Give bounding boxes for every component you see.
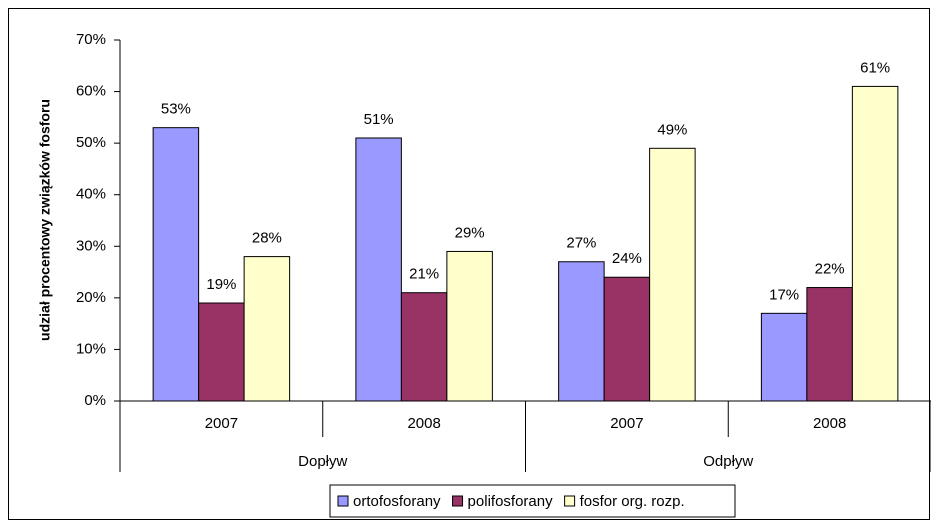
bar <box>400 292 448 402</box>
y-tick-label: 30% <box>76 237 106 254</box>
bar <box>198 302 245 402</box>
bar <box>355 137 402 402</box>
y-tick-label: 10% <box>76 340 106 357</box>
data-label: 21% <box>409 266 439 283</box>
bar <box>558 261 605 402</box>
data-label: 24% <box>612 250 642 267</box>
bar <box>603 276 651 402</box>
bar <box>760 312 808 402</box>
data-label: 27% <box>566 235 596 252</box>
bar <box>851 85 899 402</box>
x-tick-label: 2008 <box>407 415 440 432</box>
y-tick-label: 0% <box>84 392 106 409</box>
data-label: 19% <box>206 276 236 293</box>
bar <box>243 256 291 402</box>
data-label: 17% <box>769 286 799 303</box>
y-tick-label: 70% <box>76 31 106 48</box>
data-label: 51% <box>364 111 394 128</box>
data-label: 29% <box>455 224 485 241</box>
y-axis-label: udział procentowy związków fosforu <box>37 99 53 341</box>
data-label: 49% <box>657 121 687 138</box>
data-label: 28% <box>252 230 282 247</box>
x-tick-label: 2008 <box>813 415 846 432</box>
y-tick-label: 20% <box>76 289 106 306</box>
legend-label: polifosforany <box>468 493 554 510</box>
group-label: Dopływ <box>298 453 347 470</box>
y-tick-label: 40% <box>76 186 106 203</box>
bar <box>649 147 696 402</box>
data-label: 53% <box>161 101 191 118</box>
y-tick-label: 50% <box>76 134 106 151</box>
group-label: Odpływ <box>703 453 753 470</box>
legend-label: fosfor org. rozp. <box>580 493 685 510</box>
legend-swatch <box>337 495 349 507</box>
legend-swatch <box>452 495 464 507</box>
data-label: 61% <box>860 59 890 76</box>
legend-label: ortofosforany <box>353 493 441 510</box>
x-tick-label: 2007 <box>205 415 238 432</box>
bar <box>446 250 493 402</box>
x-tick-label: 2007 <box>610 415 643 432</box>
legend-box <box>329 484 736 518</box>
bar <box>152 127 200 402</box>
bar <box>806 287 853 402</box>
legend-swatch <box>564 495 576 507</box>
y-tick-label: 60% <box>76 83 106 100</box>
data-label: 22% <box>815 261 845 278</box>
